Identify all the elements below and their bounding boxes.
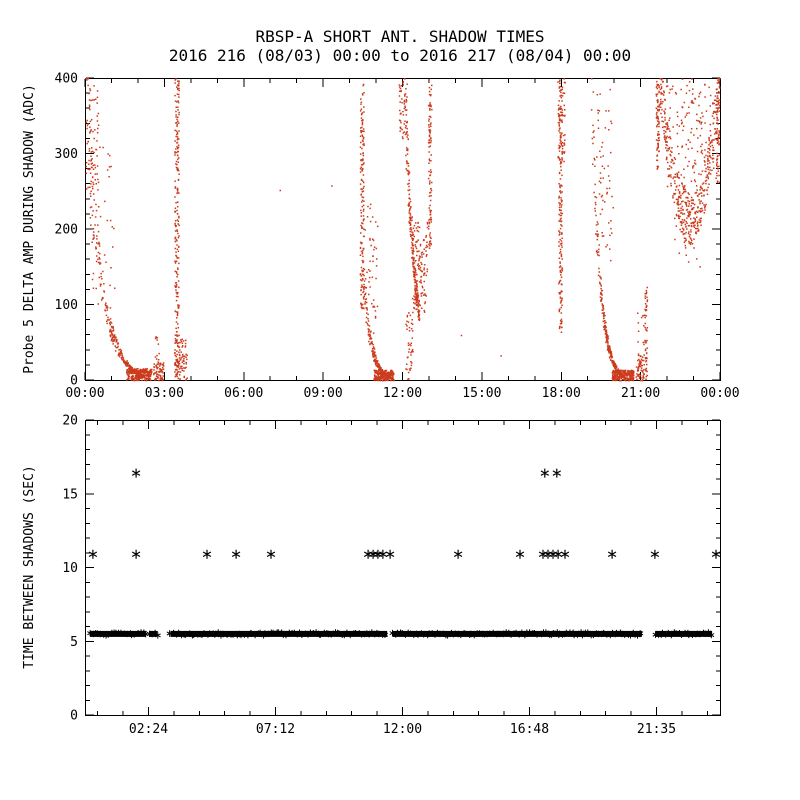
top-x-tick-label: 00:00 bbox=[700, 386, 739, 401]
bottom-x-tick-label: 21:35 bbox=[637, 722, 676, 737]
bottom-y-major-ticks bbox=[86, 419, 720, 716]
plot-subtitle: 2016 216 (08/03) 00:00 to 2016 217 (08/0… bbox=[168, 46, 632, 65]
top-panel-frame bbox=[85, 78, 721, 381]
bottom-x-tick-label: 16:48 bbox=[510, 722, 549, 737]
bottom-y-tick-label: 15 bbox=[62, 487, 78, 502]
top-y-minor-ticks bbox=[86, 92, 720, 366]
top-x-tick-label: 06:00 bbox=[224, 386, 263, 401]
bottom-x-tick-label: 07:12 bbox=[256, 722, 295, 737]
top-y-tick-label: 200 bbox=[55, 223, 78, 238]
top-x-tick-label: 15:00 bbox=[462, 386, 501, 401]
top-y-tick-label: 100 bbox=[55, 298, 78, 313]
top-y-major-ticks bbox=[86, 77, 720, 381]
top-x-tick-label: 09:00 bbox=[304, 386, 343, 401]
top-x-tick-label: 12:00 bbox=[383, 386, 422, 401]
bottom-y-tick-label: 5 bbox=[70, 635, 78, 650]
top-y-tick-label: 300 bbox=[55, 147, 78, 162]
top-y-tick-label: 0 bbox=[70, 374, 78, 389]
plot-title: RBSP-A SHORT ANT. SHADOW TIMES bbox=[255, 27, 545, 46]
bottom-x-minor-ticks bbox=[97, 421, 708, 715]
top-x-tick-label: 00:00 bbox=[65, 386, 104, 401]
bottom-x-tick-label: 12:00 bbox=[383, 722, 422, 737]
top-scatter-points bbox=[85, 78, 721, 382]
bottom-x-tick-label: 02:24 bbox=[129, 722, 168, 737]
interval-band-texture bbox=[87, 629, 715, 639]
bottom-panel-frame bbox=[85, 420, 721, 716]
top-x-tick-label: 21:00 bbox=[621, 386, 660, 401]
asterisk-points bbox=[88, 468, 721, 559]
bottom-y-tick-label: 10 bbox=[62, 561, 78, 576]
bottom-x-major-ticks bbox=[148, 421, 657, 715]
top-x-tick-label: 18:00 bbox=[542, 386, 581, 401]
top-x-major-ticks bbox=[84, 79, 721, 380]
bottom-y-tick-label: 0 bbox=[70, 709, 78, 724]
top-y-tick-label: 400 bbox=[55, 72, 78, 87]
top-x-tick-label: 03:00 bbox=[145, 386, 184, 401]
bottom-y-minor-ticks bbox=[86, 434, 720, 701]
bottom-y-tick-label: 20 bbox=[62, 414, 78, 429]
